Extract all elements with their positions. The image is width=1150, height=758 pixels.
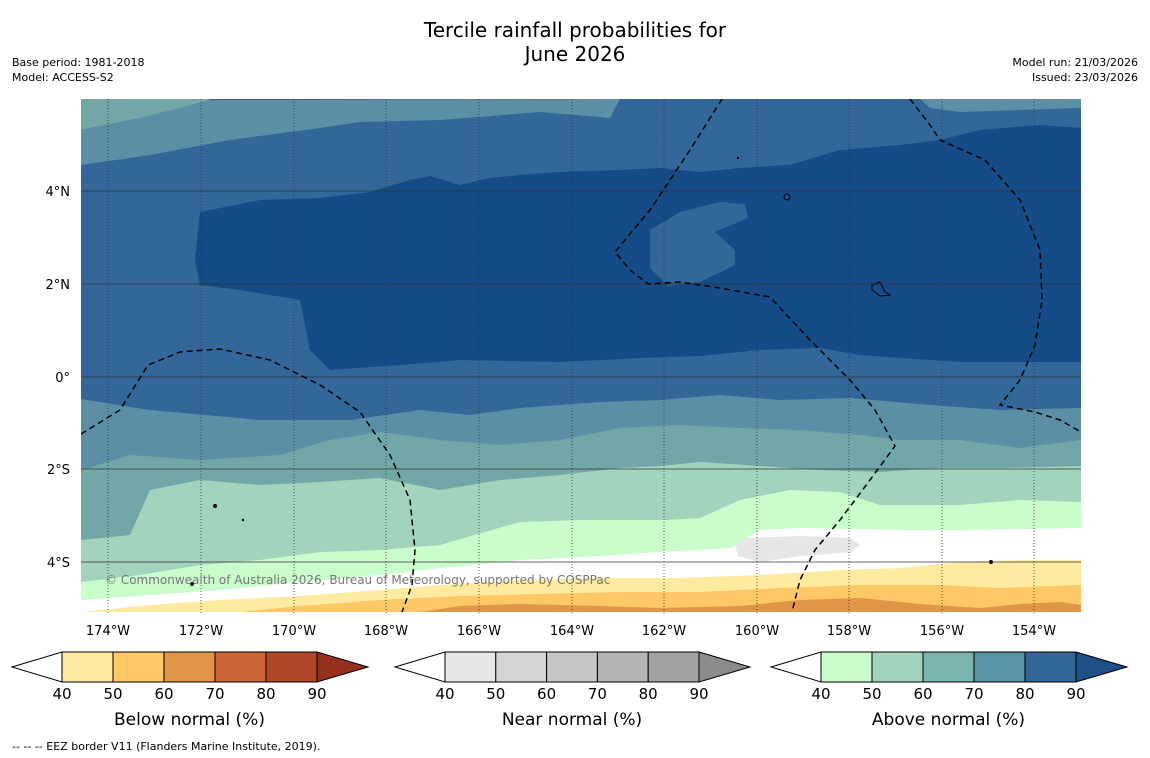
colorbar-segment <box>820 651 873 683</box>
colorbar-segment <box>444 651 497 683</box>
base-period: Base period: 1981-2018 <box>12 56 145 69</box>
island <box>783 193 791 201</box>
colorbar-tick: 40 <box>52 685 71 703</box>
model-name: Model: ACCESS-S2 <box>12 71 114 84</box>
colorbar-extend-low <box>393 651 446 683</box>
colorbar-segment <box>61 651 114 683</box>
lon-ticks: 174°W 172°W 170°W 168°W 166°W 164°W 162°… <box>86 624 1056 639</box>
colorbar-label: Above normal (%) <box>872 710 1025 730</box>
colorbar-tick: 80 <box>639 685 658 703</box>
below-60-70 <box>420 598 1081 612</box>
colorbar-extend-high <box>316 651 370 683</box>
colorbar-segment <box>495 651 548 683</box>
lon-tick: 174°W <box>86 624 130 639</box>
chart-title: Tercile rainfall probabilities for June … <box>0 18 1150 66</box>
band-90 <box>195 125 1081 370</box>
colorbar-near-normal: 40 50 60 70 80 90 Near normal (%) <box>393 651 752 730</box>
meta-left: Base period: 1981-2018 Model: ACCESS-S2 <box>12 55 144 85</box>
lon-tick: 158°W <box>827 624 871 639</box>
map-copyright: © Commonwealth of Australia 2026, Bureau… <box>105 573 610 587</box>
issued-date: Issued: 23/03/2026 <box>1031 71 1138 84</box>
colorbar-segment <box>112 651 165 683</box>
title-line-2: June 2026 <box>524 42 626 66</box>
lon-tick: 162°W <box>642 624 686 639</box>
colorbar-segment <box>973 651 1026 683</box>
lon-tick: 154°W <box>1012 624 1056 639</box>
eez-borders <box>81 99 1081 613</box>
lon-tick: 160°W <box>735 624 779 639</box>
near-normal-patch <box>735 536 860 562</box>
colorbar-tick: 50 <box>486 685 505 703</box>
map-field: © Commonwealth of Australia 2026, Bureau… <box>81 99 1081 613</box>
lat-tick: 0° <box>55 371 70 386</box>
colorbar-tick: 90 <box>307 685 326 703</box>
colorbar-tick: 60 <box>537 685 556 703</box>
colorbar-segment <box>596 651 649 683</box>
colorbar-extend-low <box>769 651 822 683</box>
colorbar-extend-high <box>1075 651 1129 683</box>
eez-footnote: -- -- -- EEZ border V11 (Flanders Marine… <box>12 740 321 753</box>
top-teal <box>81 99 210 130</box>
colorbar-segment <box>265 651 318 683</box>
lon-tick: 166°W <box>457 624 501 639</box>
island <box>871 281 892 297</box>
island <box>736 156 740 160</box>
lon-tick: 172°W <box>179 624 223 639</box>
colorbar-tick: 70 <box>964 685 983 703</box>
colorbar-tick: 80 <box>1015 685 1034 703</box>
island <box>190 582 194 586</box>
island <box>213 504 217 508</box>
colorbar-segment <box>214 651 267 683</box>
colorbar-tick: 90 <box>689 685 708 703</box>
top-right-steel <box>920 99 1081 112</box>
colorbar-tick: 80 <box>256 685 275 703</box>
lon-tick: 168°W <box>364 624 408 639</box>
title-line-1: Tercile rainfall probabilities for <box>423 18 727 42</box>
inner-blob <box>650 202 748 286</box>
colorbar-above-normal: 40 50 60 70 80 90 Above normal (%) <box>769 651 1129 730</box>
lon-tick: 170°W <box>272 624 316 639</box>
colorbar-below-normal: 40 50 60 70 80 90 Below normal (%) <box>10 651 370 730</box>
lon-tick: 156°W <box>920 624 964 639</box>
colorbar-segment <box>922 651 975 683</box>
lat-ticks: 4°N 2°N 0° 2°S 4°S <box>46 185 71 571</box>
meta-right: Model run: 21/03/2026 Issued: 23/03/2026 <box>1012 55 1138 85</box>
colorbar-segment <box>871 651 924 683</box>
lat-tick: 4°N <box>46 185 71 200</box>
colorbar-tick: 60 <box>154 685 173 703</box>
lon-tick: 164°W <box>550 624 594 639</box>
lat-tick: 2°N <box>46 278 71 293</box>
colorbar-label: Near normal (%) <box>502 710 642 730</box>
model-run: Model run: 21/03/2026 <box>1012 56 1138 69</box>
colorbar-segment <box>647 651 700 683</box>
colorbar-tick: 70 <box>205 685 224 703</box>
top-steel <box>81 99 620 165</box>
colorbar-tick: 40 <box>811 685 830 703</box>
colorbar-label: Below normal (%) <box>114 710 265 730</box>
colorbar-tick: 60 <box>913 685 932 703</box>
colorbar-tick: 50 <box>862 685 881 703</box>
lat-tick: 4°S <box>47 556 70 571</box>
colorbar-extend-high <box>698 651 752 683</box>
colorbar-segment <box>163 651 216 683</box>
colorbar-tick: 90 <box>1066 685 1085 703</box>
colorbar-tick: 70 <box>588 685 607 703</box>
latitude-lines <box>81 190 1081 563</box>
island <box>241 518 245 522</box>
colorbar-segment <box>1024 651 1077 683</box>
lat-tick: 2°S <box>47 463 70 478</box>
colorbar-segment <box>546 651 598 683</box>
colorbar-extend-low <box>10 651 63 683</box>
colorbar-tick: 50 <box>103 685 122 703</box>
colorbar-tick: 40 <box>435 685 454 703</box>
